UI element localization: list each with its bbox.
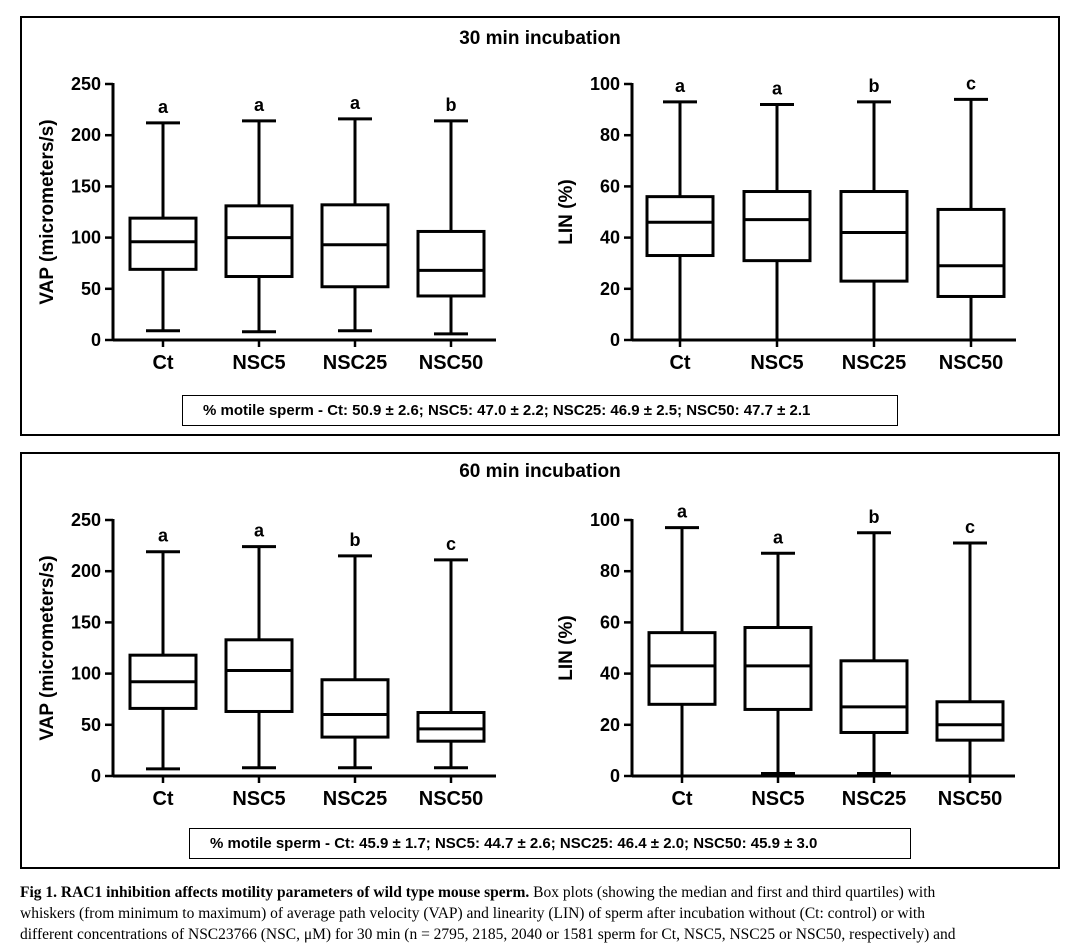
iqr-box: [416, 229, 486, 298]
significance-letter: b: [446, 95, 457, 115]
x-tick-label: Ct: [669, 352, 690, 374]
significance-letter: a: [772, 78, 783, 98]
y-tick-label: 60: [600, 612, 620, 632]
y-tick-label: 150: [71, 176, 101, 196]
significance-letter: c: [965, 517, 975, 537]
caption-text-3: different concentrations of NSC23766 (NS…: [20, 926, 956, 943]
y-tick-label: 0: [91, 330, 101, 350]
x-tick-label: NSC50: [419, 788, 483, 810]
y-tick-label: 250: [71, 74, 101, 94]
y-tick-label: 200: [71, 125, 101, 145]
y-axis-label: LIN (%): [556, 615, 577, 680]
iqr-box: [742, 190, 812, 263]
x-tick-label: NSC50: [419, 352, 483, 374]
x-tick-label: Ct: [671, 788, 692, 810]
y-tick-label: 40: [600, 664, 620, 684]
significance-letter: a: [158, 526, 169, 546]
figure-caption: Fig 1. RAC1 inhibition affects motility …: [20, 882, 1070, 945]
y-tick-label: 0: [91, 766, 101, 786]
y-axis-label: VAP (micrometers/s): [37, 555, 58, 740]
y-axis-label: LIN (%): [556, 179, 577, 244]
significance-letter: a: [350, 93, 361, 113]
y-tick-label: 100: [590, 510, 620, 530]
y-tick-label: 20: [600, 279, 620, 299]
panel-title: 30 min incubation: [459, 28, 621, 49]
x-tick-label: NSC25: [323, 788, 387, 810]
significance-letter: a: [158, 97, 169, 117]
significance-letter: c: [966, 73, 976, 93]
iqr-box: [128, 216, 198, 271]
iqr-box: [320, 678, 390, 739]
caption-text-1: Box plots (showing the median and first …: [533, 884, 936, 901]
caption-text-2: whiskers (from minimum to maximum) of av…: [20, 905, 925, 922]
significance-letter: a: [254, 95, 265, 115]
x-tick-label: NSC25: [323, 352, 387, 374]
y-tick-label: 0: [610, 330, 620, 350]
x-tick-label: NSC5: [232, 788, 285, 810]
x-tick-label: Ct: [152, 352, 173, 374]
iqr-box: [839, 190, 909, 283]
x-tick-label: NSC25: [842, 788, 906, 810]
significance-letter: a: [677, 502, 688, 522]
significance-letter: a: [773, 527, 784, 547]
y-tick-label: 50: [81, 279, 101, 299]
significance-letter: b: [869, 507, 880, 527]
y-tick-label: 60: [600, 176, 620, 196]
y-tick-label: 250: [71, 510, 101, 530]
y-tick-label: 100: [71, 228, 101, 248]
significance-letter: b: [869, 76, 880, 96]
x-tick-label: NSC50: [938, 788, 1002, 810]
y-tick-label: 150: [71, 612, 101, 632]
caption-title: Fig 1. RAC1 inhibition affects motility …: [20, 884, 530, 901]
y-tick-label: 200: [71, 561, 101, 581]
y-axis-label: VAP (micrometers/s): [37, 119, 58, 304]
iqr-box: [936, 207, 1006, 298]
x-tick-label: NSC5: [751, 788, 804, 810]
y-tick-label: 20: [600, 715, 620, 735]
y-tick-label: 100: [71, 664, 101, 684]
panel-title: 60 min incubation: [459, 461, 621, 482]
iqr-box: [224, 204, 294, 279]
iqr-box: [935, 700, 1005, 742]
iqr-box: [647, 631, 717, 706]
y-tick-label: 80: [600, 561, 620, 581]
motile-sperm-summary: % motile sperm - Ct: 50.9 ± 2.6; NSC5: 4…: [182, 395, 898, 426]
iqr-box: [224, 638, 294, 713]
significance-letter: b: [350, 530, 361, 550]
significance-letter: a: [675, 76, 686, 96]
significance-letter: a: [254, 521, 265, 541]
y-tick-label: 100: [590, 74, 620, 94]
y-tick-label: 80: [600, 125, 620, 145]
x-tick-label: NSC5: [232, 352, 285, 374]
x-tick-label: NSC5: [750, 352, 803, 374]
iqr-box: [645, 195, 715, 258]
iqr-box: [416, 711, 486, 743]
x-tick-label: Ct: [152, 788, 173, 810]
iqr-box: [743, 626, 813, 711]
y-tick-label: 40: [600, 228, 620, 248]
x-tick-label: NSC25: [842, 352, 906, 374]
iqr-box: [839, 659, 909, 734]
y-tick-label: 0: [610, 766, 620, 786]
significance-letter: c: [446, 534, 456, 554]
x-tick-label: NSC50: [939, 352, 1003, 374]
y-tick-label: 50: [81, 715, 101, 735]
motile-sperm-summary: % motile sperm - Ct: 45.9 ± 1.7; NSC5: 4…: [189, 828, 911, 859]
